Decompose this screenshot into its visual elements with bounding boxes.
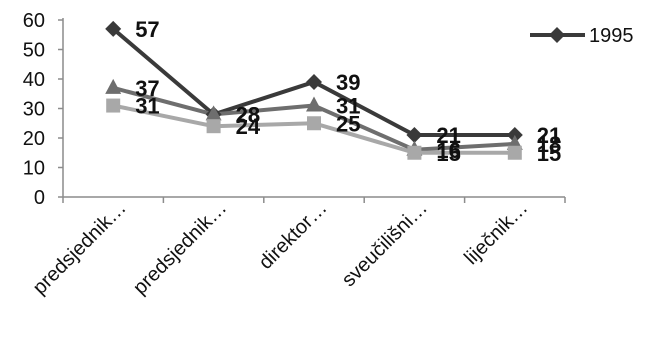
x-category-label: liječnik…	[460, 197, 532, 269]
legend-marker	[549, 27, 565, 43]
data-point	[406, 127, 423, 144]
data-point	[105, 20, 122, 37]
data-label: 39	[336, 70, 360, 95]
data-label: 37	[135, 76, 159, 101]
y-tick-label: 50	[23, 40, 45, 62]
legend: 1995	[530, 25, 634, 47]
data-label: 15	[436, 141, 460, 166]
data-point	[306, 73, 322, 90]
data-label: 28	[236, 102, 260, 127]
data-label: 21	[436, 123, 460, 148]
data-point	[206, 119, 221, 134]
data-label: 15	[537, 141, 561, 166]
data-point	[105, 78, 122, 94]
y-tick-label: 10	[23, 158, 45, 180]
y-tick-label: 40	[23, 69, 45, 91]
data-point	[407, 145, 422, 160]
markers	[105, 20, 523, 160]
y-tick-label: 30	[23, 99, 45, 121]
data-label: 31	[336, 94, 360, 119]
data-label: 18	[537, 132, 561, 157]
data-label: 28	[236, 102, 260, 127]
x-category-label: sveučilišni…	[338, 197, 432, 291]
data-point	[507, 145, 522, 160]
y-tick-label: 60	[23, 10, 45, 32]
data-point	[106, 98, 121, 113]
data-point	[307, 116, 321, 131]
data-point	[306, 96, 322, 112]
data-label: 21	[537, 123, 561, 148]
data-label: 31	[135, 94, 159, 119]
legend-label: 1995	[589, 25, 634, 47]
data-label: 57	[135, 17, 159, 42]
x-category-label: predsjednik…	[29, 197, 131, 299]
y-tick-label: 0	[34, 187, 45, 209]
x-category-label: predsjednik…	[129, 197, 231, 299]
data-label: 24	[236, 114, 261, 139]
x-category-label: direktor…	[255, 197, 332, 274]
data-label: 16	[436, 138, 460, 163]
data-label: 25	[336, 111, 360, 136]
y-tick-label: 20	[23, 128, 45, 150]
data-point	[205, 105, 222, 121]
